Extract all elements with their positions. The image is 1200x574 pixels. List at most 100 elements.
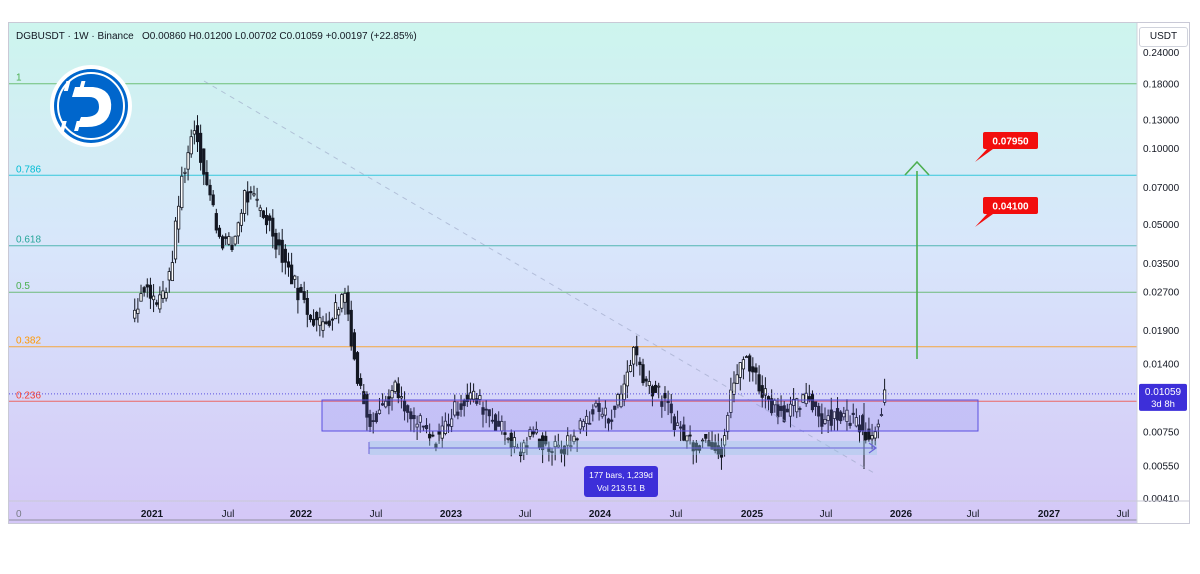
candle-body[interactable] <box>638 361 642 366</box>
candle-body[interactable] <box>726 415 730 433</box>
candle-body[interactable] <box>158 294 162 310</box>
candle-body[interactable] <box>770 398 774 414</box>
candle-body[interactable] <box>575 438 579 441</box>
candle-body[interactable] <box>177 205 181 230</box>
candle-body[interactable] <box>644 378 648 382</box>
candle-body[interactable] <box>371 420 375 422</box>
candle-body[interactable] <box>751 366 755 373</box>
candle-body[interactable] <box>239 212 244 226</box>
candle-body[interactable] <box>710 442 714 450</box>
chart-canvas[interactable]: 1 0.786 0.618 0.5 0.382 0.236 0 177 bars, 1,23… <box>9 23 1190 524</box>
candle-body[interactable] <box>691 442 695 452</box>
candle-body[interactable] <box>293 275 297 280</box>
candle-body[interactable] <box>308 314 313 320</box>
interval[interactable]: 1W <box>73 31 89 42</box>
candle-body[interactable] <box>283 248 287 263</box>
candle-body[interactable] <box>829 409 833 426</box>
candle-body[interactable] <box>870 435 874 440</box>
candle-body[interactable] <box>227 236 231 245</box>
candle-body[interactable] <box>139 293 143 302</box>
candle-body[interactable] <box>280 239 284 263</box>
candle-body[interactable] <box>478 395 482 400</box>
candle-body[interactable] <box>763 388 767 396</box>
candle-body[interactable] <box>180 175 184 208</box>
candle-body[interactable] <box>431 434 435 437</box>
candle-body[interactable] <box>230 244 234 251</box>
candle-body[interactable] <box>424 425 429 430</box>
candle-body[interactable] <box>205 172 209 186</box>
chart-frame[interactable]: 1 0.786 0.618 0.5 0.382 0.236 0 177 bars, 1,23… <box>8 22 1190 524</box>
candle-body[interactable] <box>597 403 601 412</box>
candle-body[interactable] <box>148 284 153 299</box>
candle-body[interactable] <box>744 356 749 358</box>
candle-body[interactable] <box>613 405 617 410</box>
candle-body[interactable] <box>418 415 422 423</box>
candle-body[interactable] <box>779 406 783 411</box>
candle-body[interactable] <box>713 442 717 451</box>
candle-body[interactable] <box>550 451 554 453</box>
candle-body[interactable] <box>588 422 592 425</box>
candle-body[interactable] <box>161 290 165 299</box>
candle-body[interactable] <box>208 184 212 196</box>
candle-body[interactable] <box>701 439 705 442</box>
candle-body[interactable] <box>883 389 887 403</box>
candle-body[interactable] <box>296 287 300 301</box>
candle-body[interactable] <box>311 318 316 326</box>
candle-body[interactable] <box>453 401 457 416</box>
candle-body[interactable] <box>220 236 225 249</box>
candle-body[interactable] <box>484 408 488 411</box>
candle-body[interactable] <box>785 408 789 413</box>
candle-body[interactable] <box>842 413 846 418</box>
candle-body[interactable] <box>217 227 222 237</box>
candle-body[interactable] <box>167 271 171 281</box>
candle-body[interactable] <box>603 407 607 416</box>
candle-body[interactable] <box>268 215 272 221</box>
candle-body[interactable] <box>299 286 303 293</box>
candle-body[interactable] <box>873 431 877 439</box>
candle-body[interactable] <box>845 409 849 422</box>
candle-body[interactable] <box>399 396 404 399</box>
candle-body[interactable] <box>666 400 670 404</box>
candle-body[interactable] <box>719 446 724 458</box>
candle-body[interactable] <box>192 130 196 135</box>
currency-unit-button[interactable]: USDT <box>1139 27 1188 47</box>
candle-body[interactable] <box>835 408 840 421</box>
candle-body[interactable] <box>672 416 676 430</box>
candle-body[interactable] <box>578 420 582 430</box>
candle-body[interactable] <box>337 309 341 316</box>
candle-body[interactable] <box>832 411 837 419</box>
candle-body[interactable] <box>258 207 262 211</box>
candle-body[interactable] <box>440 425 444 439</box>
candle-body[interactable] <box>622 383 626 400</box>
candle-body[interactable] <box>456 411 460 416</box>
candle-body[interactable] <box>606 418 611 424</box>
candle-body[interactable] <box>186 152 190 170</box>
candle-body[interactable] <box>324 321 328 324</box>
candle-body[interactable] <box>788 403 793 417</box>
candle-body[interactable] <box>854 417 858 427</box>
candle-body[interactable] <box>155 302 159 305</box>
candle-body[interactable] <box>390 390 394 399</box>
candle-body[interactable] <box>820 413 824 427</box>
candle-body[interactable] <box>754 367 758 373</box>
candle-body[interactable] <box>553 441 557 448</box>
candle-body[interactable] <box>628 365 633 372</box>
candle-body[interactable] <box>512 437 516 448</box>
candle-body[interactable] <box>760 385 764 398</box>
candle-body[interactable] <box>716 445 720 455</box>
candle-body[interactable] <box>798 408 802 410</box>
candle-body[interactable] <box>735 374 739 384</box>
candle-body[interactable] <box>782 405 786 423</box>
candle-body[interactable] <box>402 400 407 412</box>
candle-body[interactable] <box>537 438 542 448</box>
candle-body[interactable] <box>541 435 545 451</box>
target-price-box[interactable] <box>983 197 1038 214</box>
candle-body[interactable] <box>387 396 391 406</box>
candle-body[interactable] <box>481 407 485 415</box>
candle-body[interactable] <box>647 381 651 387</box>
candle-body[interactable] <box>757 374 761 392</box>
price-axis-panel[interactable] <box>1137 23 1190 524</box>
candle-body[interactable] <box>556 444 560 448</box>
candle-body[interactable] <box>497 420 501 427</box>
candle-body[interactable] <box>327 320 331 326</box>
